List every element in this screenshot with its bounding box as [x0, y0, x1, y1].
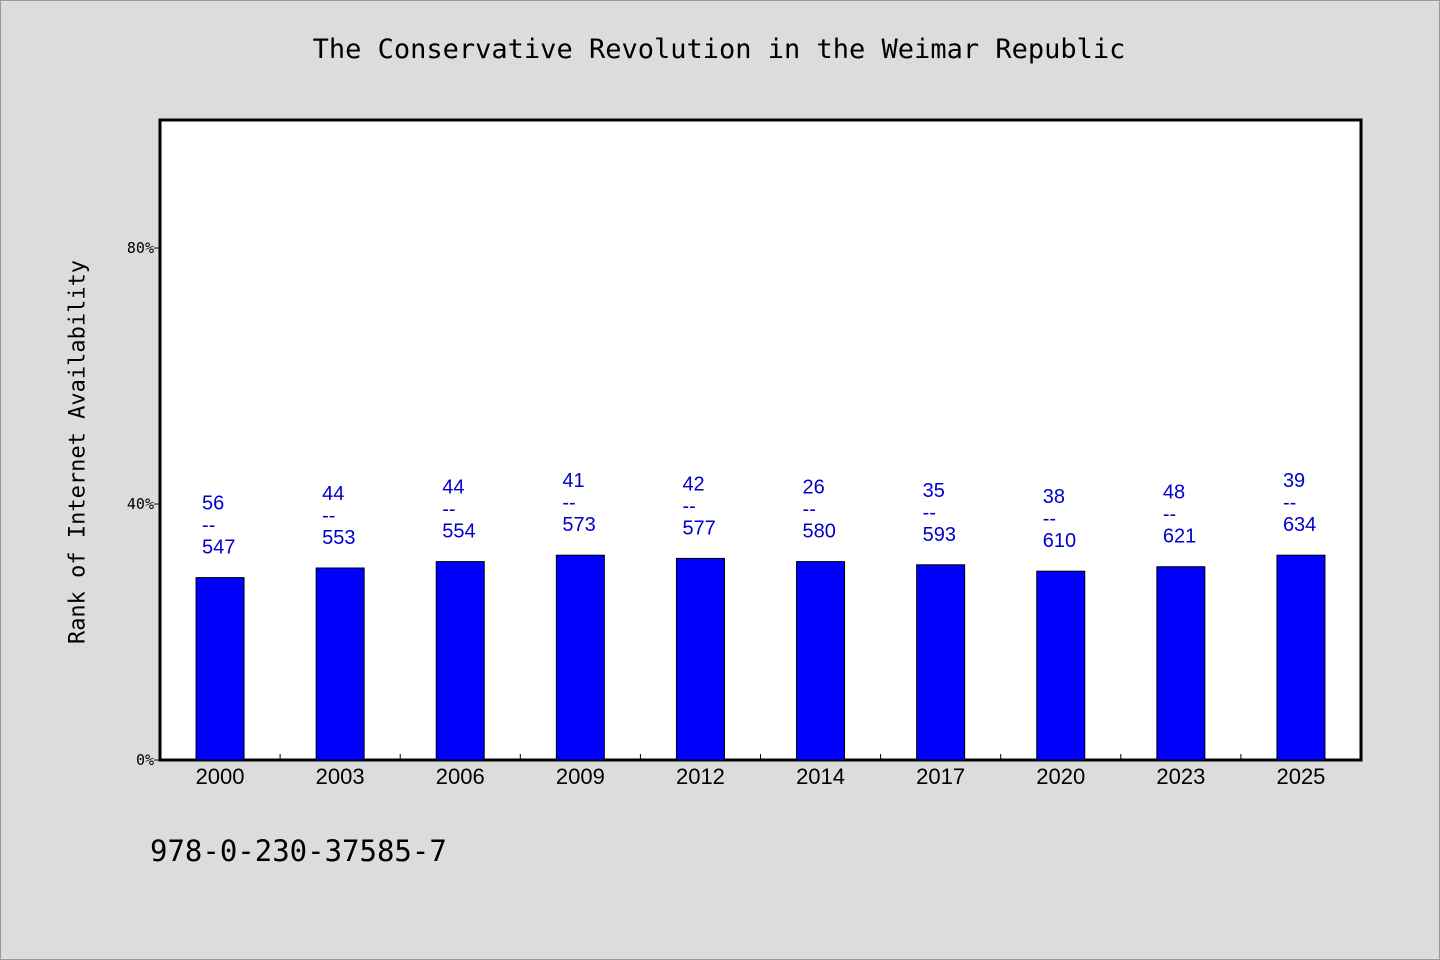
- x-tick-label: 2012: [676, 764, 725, 789]
- bar: [1036, 570, 1086, 761]
- data-label-bottom: 634: [1283, 514, 1316, 536]
- y-tick-label: 40%: [127, 495, 154, 513]
- data-label-top: 42: [682, 473, 704, 495]
- x-tick-label: 2006: [436, 764, 485, 789]
- x-tick-label: 2003: [316, 764, 365, 789]
- x-tick-label: 2023: [1156, 764, 1205, 789]
- bar: [916, 564, 966, 761]
- data-label-separator: --: [562, 492, 575, 514]
- data-label-separator: --: [923, 502, 936, 524]
- data-label-top: 48: [1163, 482, 1185, 504]
- data-label-top: 39: [1283, 470, 1305, 492]
- data-label-bottom: 554: [442, 521, 475, 543]
- data-label-bottom: 577: [682, 517, 715, 539]
- isbn-code: 978-0-230-37585-7: [150, 834, 447, 868]
- data-label-top: 41: [562, 470, 584, 492]
- data-label-bottom: 593: [923, 524, 956, 546]
- data-label-separator: --: [1043, 508, 1056, 530]
- data-label-top: 38: [1043, 486, 1065, 508]
- y-tick-label: 0%: [136, 751, 154, 769]
- data-label-bottom: 580: [803, 521, 836, 543]
- data-label-top: 44: [442, 477, 464, 499]
- data-label-separator: --: [1283, 492, 1296, 514]
- bar: [675, 557, 725, 761]
- bar: [1276, 554, 1326, 761]
- x-tick-label: 2020: [1036, 764, 1085, 789]
- data-label-separator: --: [322, 505, 335, 527]
- data-label-separator: --: [442, 499, 455, 521]
- x-tick-label: 2017: [916, 764, 965, 789]
- x-tick-label: 2009: [556, 764, 605, 789]
- data-label-bottom: 573: [562, 514, 595, 536]
- bar: [796, 561, 846, 761]
- bar: [315, 567, 365, 761]
- data-label-separator: --: [202, 515, 215, 537]
- data-label-bottom: 553: [322, 527, 355, 549]
- data-label-separator: --: [803, 499, 816, 521]
- x-tick-label: 2025: [1276, 764, 1325, 789]
- chart-title: The Conservative Revolution in the Weima…: [312, 34, 1126, 65]
- data-label-bottom: 547: [202, 537, 235, 559]
- data-label-top: 35: [923, 480, 945, 502]
- bar: [1156, 566, 1206, 761]
- y-tick-label: 80%: [127, 239, 154, 257]
- data-label-separator: --: [1163, 504, 1176, 526]
- x-tick-label: 2000: [196, 764, 245, 789]
- bar: [435, 561, 485, 761]
- bar: [555, 554, 605, 761]
- data-label-top: 26: [803, 477, 825, 499]
- data-label-bottom: 610: [1043, 530, 1076, 552]
- data-label-top: 56: [202, 493, 224, 515]
- data-label-top: 44: [322, 483, 344, 505]
- x-tick-label: 2014: [796, 764, 845, 789]
- data-label-separator: --: [682, 495, 695, 517]
- bar: [195, 577, 245, 761]
- data-label-bottom: 621: [1163, 526, 1196, 548]
